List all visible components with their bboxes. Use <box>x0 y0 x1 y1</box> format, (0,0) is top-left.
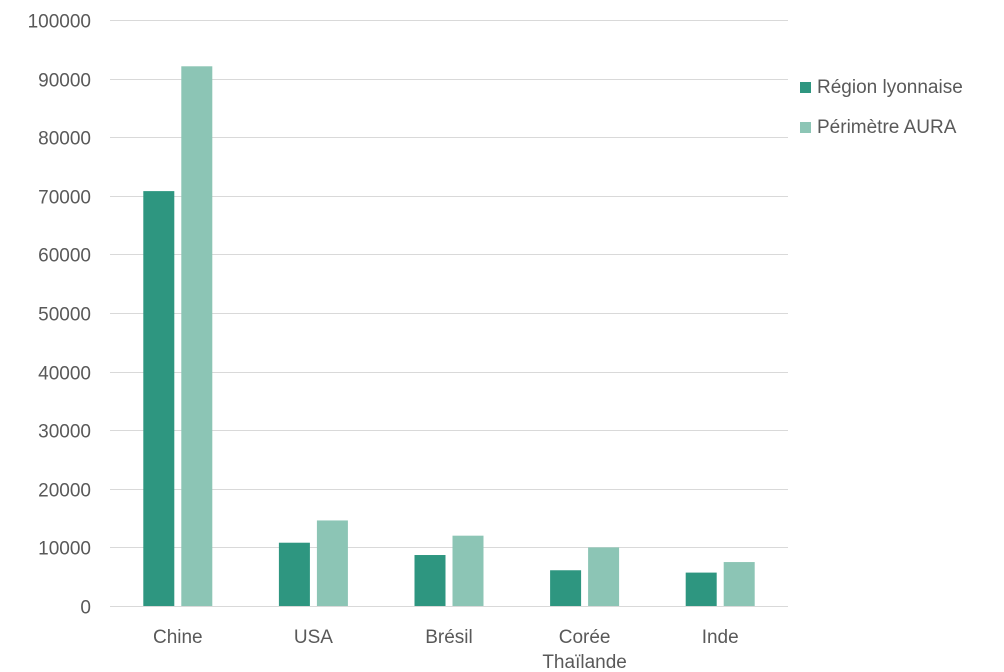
x-tick-label: Thaïlande <box>542 652 627 672</box>
bar <box>723 562 755 606</box>
legend-swatch-region-lyonnaise <box>800 82 811 93</box>
bar <box>685 572 717 606</box>
bar <box>588 547 620 606</box>
legend-swatch-perimetre-aura <box>800 122 811 133</box>
y-tick-label: 50000 <box>38 305 91 326</box>
x-tick-label: Inde <box>702 627 739 648</box>
legend-label-perimetre-aura: Périmètre AURA <box>817 116 957 138</box>
y-tick-label: 40000 <box>38 364 91 385</box>
x-tick-label: Brésil <box>425 627 473 648</box>
y-tick-label: 0 <box>80 598 91 619</box>
bar <box>452 535 484 606</box>
y-tick-label: 80000 <box>38 129 91 150</box>
legend-item-perimetre-aura: Périmètre AURA <box>800 116 963 139</box>
legend-item-region-lyonnaise: Région lyonnaise <box>800 76 963 99</box>
bar <box>316 520 348 606</box>
bar <box>143 191 175 606</box>
y-tick-label: 90000 <box>38 71 91 92</box>
bar <box>550 570 582 606</box>
bar <box>278 542 310 606</box>
y-tick-label: 20000 <box>38 481 91 502</box>
y-tick-label: 60000 <box>38 246 91 267</box>
legend: Région lyonnaise Périmètre AURA <box>800 76 963 156</box>
x-tick-label: Chine <box>153 627 203 648</box>
legend-label-region-lyonnaise: Région lyonnaise <box>817 76 963 98</box>
y-tick-label: 10000 <box>38 539 91 560</box>
x-tick-label: Corée <box>559 627 611 648</box>
bar <box>181 66 213 606</box>
y-tick-label: 30000 <box>38 422 91 443</box>
bar <box>414 555 446 606</box>
x-tick-label: USA <box>294 627 333 648</box>
y-tick-label: 100000 <box>28 12 91 33</box>
y-tick-label: 70000 <box>38 188 91 209</box>
